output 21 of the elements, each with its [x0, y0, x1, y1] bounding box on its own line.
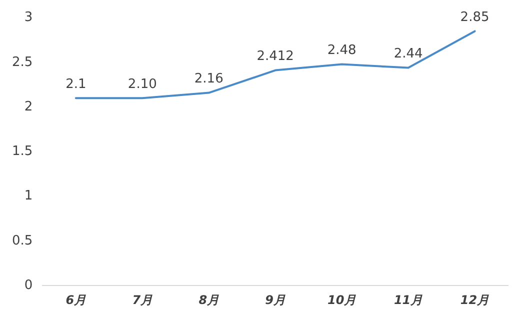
y-tick-label: 2.5 — [12, 54, 33, 70]
x-tick-label: 12月 — [460, 292, 490, 307]
y-tick-label: 3 — [24, 10, 33, 26]
y-tick-label: 0 — [24, 278, 33, 293]
y-tick-label: 2 — [24, 99, 33, 114]
x-tick-label: 11月 — [394, 292, 423, 307]
y-tick-label: 1 — [24, 188, 33, 204]
x-tick-label: 6月 — [66, 292, 86, 307]
x-tick-label: 9月 — [265, 292, 286, 307]
data-label: 2.16 — [194, 72, 224, 87]
y-tick-label: 1.5 — [12, 144, 33, 160]
data-label: 2.48 — [327, 43, 356, 58]
x-tick-label: 8月 — [198, 292, 220, 307]
data-label: 2.44 — [394, 46, 423, 62]
data-label: 2.1 — [66, 77, 86, 92]
y-tick-label: 0.5 — [12, 233, 33, 248]
data-label: 2.85 — [460, 10, 490, 26]
x-tick-label: 7月 — [132, 292, 153, 307]
data-label: 2.412 — [256, 49, 294, 64]
x-tick-label: 10月 — [327, 292, 356, 307]
data-label: 2.10 — [128, 77, 157, 92]
